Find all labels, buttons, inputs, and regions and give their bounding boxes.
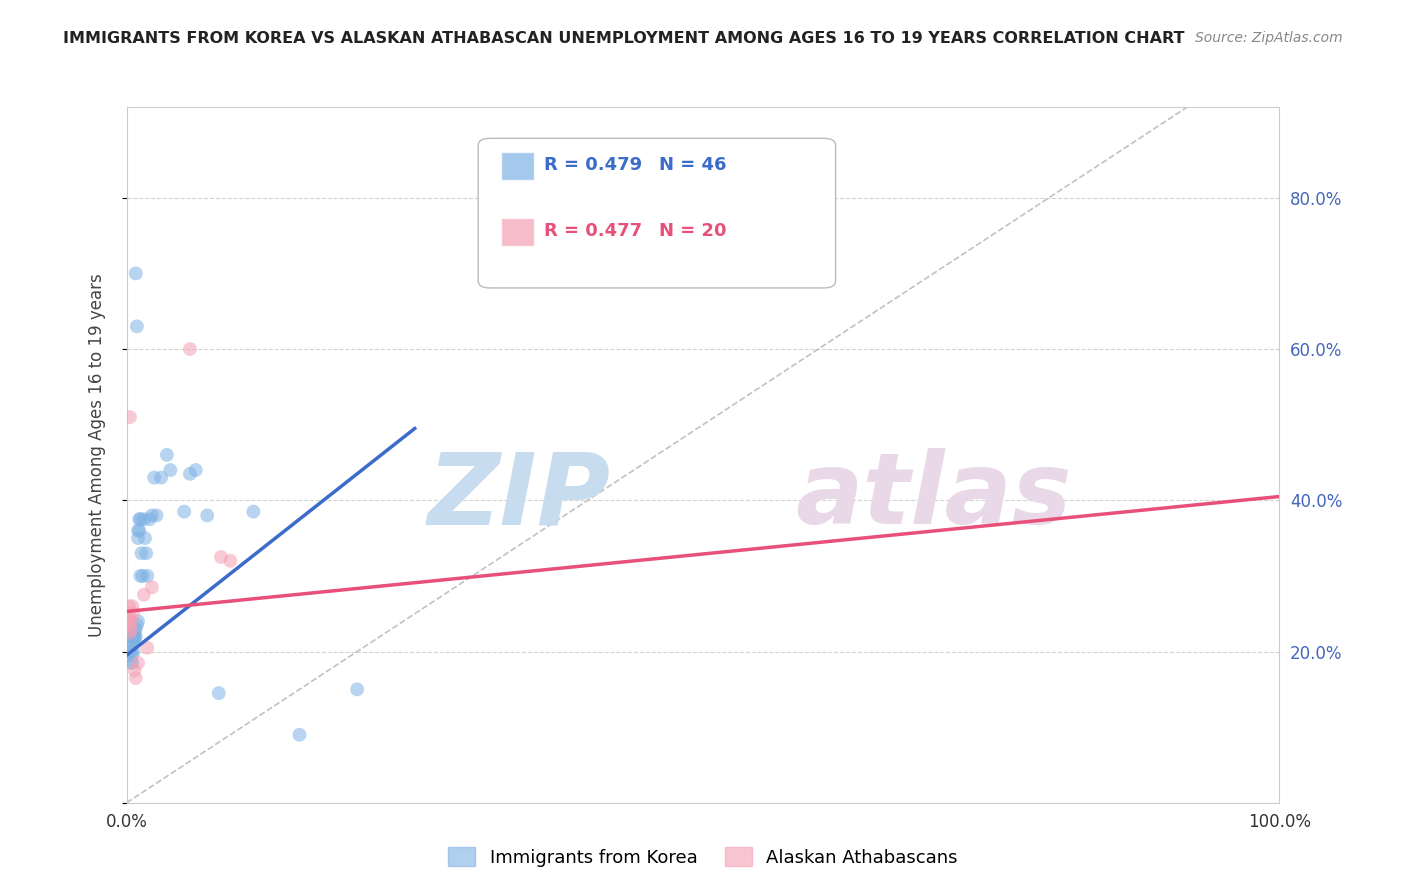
Point <box>127 524 149 538</box>
Text: R = 0.479: R = 0.479 <box>544 156 643 174</box>
Point <box>125 618 148 632</box>
Point <box>120 656 142 670</box>
Point <box>219 554 242 568</box>
Point <box>127 531 149 545</box>
Point <box>118 599 141 614</box>
Point <box>135 546 157 560</box>
Point <box>121 656 143 670</box>
Point <box>138 512 160 526</box>
Point <box>159 463 181 477</box>
Point <box>118 640 141 655</box>
Point <box>125 267 148 281</box>
Point <box>184 463 207 477</box>
Point <box>121 637 143 651</box>
Point <box>127 656 149 670</box>
Point <box>173 505 195 519</box>
Point <box>117 607 139 621</box>
Point <box>120 644 142 658</box>
Point <box>118 625 141 640</box>
Point <box>121 599 143 614</box>
Point <box>122 644 145 658</box>
Point <box>145 508 167 523</box>
Point <box>156 448 179 462</box>
FancyBboxPatch shape <box>501 219 533 246</box>
Point <box>179 467 201 481</box>
Point <box>179 342 201 356</box>
FancyBboxPatch shape <box>478 138 835 288</box>
Y-axis label: Unemployment Among Ages 16 to 19 years: Unemployment Among Ages 16 to 19 years <box>87 273 105 637</box>
Point <box>118 410 141 425</box>
Point <box>125 629 148 643</box>
Point <box>125 319 148 334</box>
Point <box>124 664 146 678</box>
Point <box>124 629 146 643</box>
Point <box>117 618 139 632</box>
Point <box>141 580 163 594</box>
Point <box>136 569 159 583</box>
Point <box>129 512 152 526</box>
Text: N = 46: N = 46 <box>659 156 727 174</box>
Point <box>120 615 142 629</box>
Point <box>118 610 141 624</box>
Point <box>122 633 145 648</box>
Point <box>132 512 155 526</box>
Text: N = 20: N = 20 <box>659 222 727 240</box>
FancyBboxPatch shape <box>501 153 533 180</box>
Text: Source: ZipAtlas.com: Source: ZipAtlas.com <box>1195 31 1343 45</box>
Point <box>122 607 145 621</box>
Point <box>128 512 150 526</box>
Point <box>124 633 146 648</box>
Point <box>134 531 156 545</box>
Point <box>129 569 152 583</box>
Point <box>209 549 232 564</box>
Text: atlas: atlas <box>796 448 1071 545</box>
Point <box>346 682 368 697</box>
Point <box>132 588 155 602</box>
Point <box>141 508 163 523</box>
Point <box>124 625 146 640</box>
Point <box>122 629 145 643</box>
Point <box>143 470 166 484</box>
Point <box>125 622 148 636</box>
Point <box>128 524 150 538</box>
Point <box>242 505 264 519</box>
Text: R = 0.477: R = 0.477 <box>544 222 643 240</box>
Point <box>127 615 149 629</box>
Point <box>131 546 153 560</box>
Point <box>288 728 311 742</box>
Point <box>195 508 218 523</box>
Point <box>121 648 143 663</box>
Text: ZIP: ZIP <box>427 448 610 545</box>
Point <box>136 640 159 655</box>
Point <box>125 671 148 685</box>
Legend: Immigrants from Korea, Alaskan Athabascans: Immigrants from Korea, Alaskan Athabasca… <box>441 840 965 874</box>
Point <box>120 622 142 636</box>
Point <box>118 615 141 629</box>
Text: IMMIGRANTS FROM KOREA VS ALASKAN ATHABASCAN UNEMPLOYMENT AMONG AGES 16 TO 19 YEA: IMMIGRANTS FROM KOREA VS ALASKAN ATHABAS… <box>63 31 1185 46</box>
Point <box>118 648 141 663</box>
Point <box>150 470 173 484</box>
Point <box>208 686 231 700</box>
Point <box>131 569 153 583</box>
